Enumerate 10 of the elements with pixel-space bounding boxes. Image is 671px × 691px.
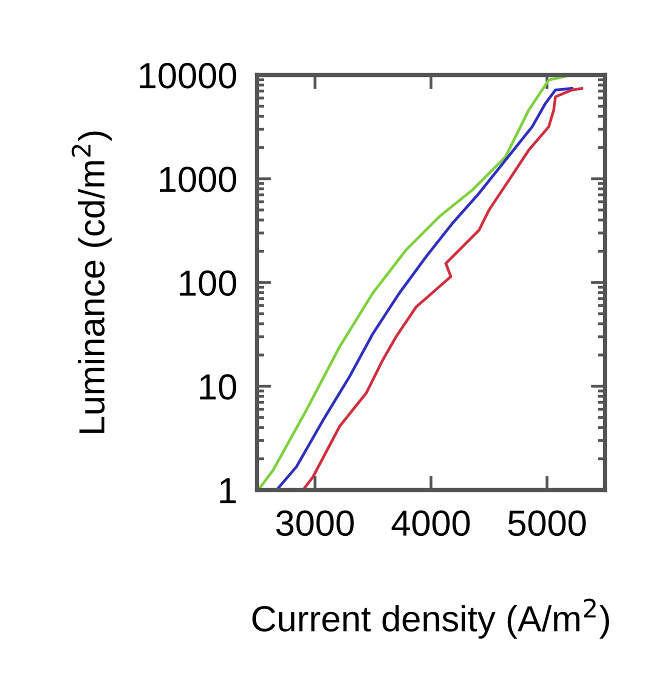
- x-tick-label: 4000: [392, 510, 470, 536]
- y-tick-label: 100: [180, 270, 236, 296]
- x-axis-title: Current density (A/m$^{2}$): [252, 598, 609, 639]
- y-axis-title: Luminance (cd/m$^{2}$): [72, 132, 112, 433]
- x-tick-label: 3000: [276, 510, 354, 536]
- y-tick-label: 10: [200, 374, 236, 400]
- x-tick-label: 5000: [508, 510, 586, 536]
- y-tick-label: 1: [220, 478, 236, 504]
- y-tick-label: 10000: [140, 62, 236, 88]
- y-tick-label: 1000: [160, 166, 236, 192]
